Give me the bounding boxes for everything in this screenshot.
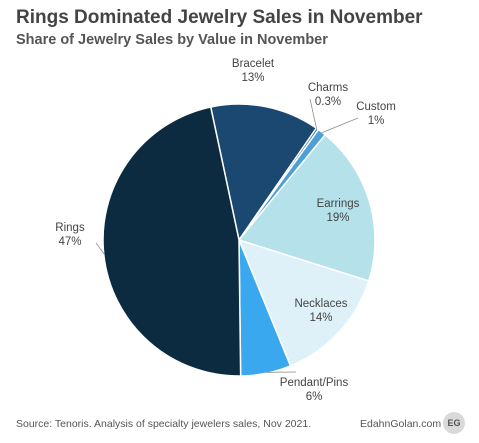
brand-badge-icon: EG — [443, 412, 465, 434]
leader-line-custom — [321, 117, 359, 134]
slice-name-rings: Rings — [55, 222, 85, 234]
slice-value-rings: 47% — [58, 236, 81, 248]
slice-value-charms: 0.3% — [315, 96, 341, 108]
leader-line-charms — [309, 98, 318, 130]
slice-name-custom: Custom — [356, 101, 396, 113]
slice-name-bracelet: Bracelet — [232, 58, 275, 70]
source-note: Source: Tenoris. Analysis of specialty j… — [16, 418, 312, 430]
slice-name-necklaces: Necklaces — [294, 298, 347, 310]
leader-lines — [95, 98, 359, 373]
slice-name-pendant-pins: Pendant/Pins — [280, 377, 349, 389]
slice-necklaces — [237, 238, 370, 367]
slice-rings — [102, 106, 242, 377]
slice-value-bracelet: 13% — [241, 72, 264, 84]
slice-value-necklaces: 14% — [309, 312, 332, 324]
slice-labels: Bracelet 13% Charms 0.3% Custom 1% Earrings 19%… — [55, 58, 396, 403]
slice-name-charms: Charms — [308, 82, 349, 94]
chart-subtitle: Share of Jewelry Sales by Value in Novem… — [16, 32, 328, 48]
brand-link[interactable]: EdahnGolan.com — [360, 418, 442, 430]
slice-name-earrings: Earrings — [317, 198, 360, 210]
chart-title: Rings Dominated Jewelry Sales in Novembe… — [16, 7, 423, 28]
slice-value-custom: 1% — [368, 115, 385, 127]
slice-bracelet — [209, 103, 318, 242]
leader-line-rings — [95, 242, 106, 256]
slice-earrings — [237, 133, 376, 282]
slice-value-earrings: 19% — [326, 212, 349, 224]
slice-value-pendant-pins: 6% — [306, 391, 323, 403]
pie-slices — [102, 103, 376, 377]
